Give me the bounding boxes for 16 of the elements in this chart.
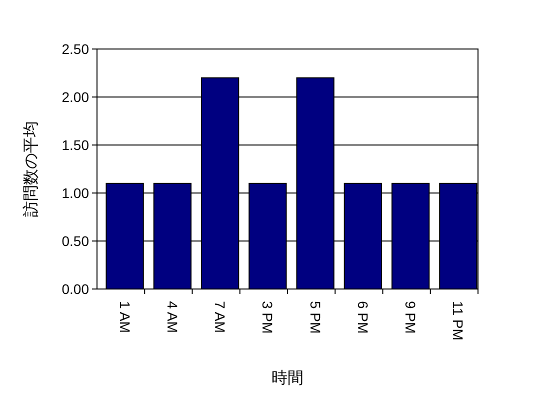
y-tick-label: 0.50 <box>62 233 90 249</box>
y-tick-label: 1.00 <box>62 185 90 201</box>
x-tick-label: 6 PM <box>354 301 371 334</box>
x-tick-label: 1 AM <box>116 301 133 333</box>
x-tick-label: 7 AM <box>212 301 228 333</box>
x-tick-label: 3 PM <box>260 301 276 334</box>
y-axis-title: 訪問数の平均 <box>22 121 40 217</box>
x-tick-label: 5 PM <box>307 301 324 334</box>
x-tick-label: 9 PM <box>402 301 419 334</box>
x-tick-label: 4 AM <box>164 301 180 333</box>
y-tick-label: 2.50 <box>62 41 90 57</box>
y-tick-label: 2.00 <box>62 89 90 105</box>
y-tick-label: 1.50 <box>62 137 90 153</box>
x-axis-title: 時間 <box>272 369 304 387</box>
x-tick-label: 11 PM <box>450 301 466 340</box>
y-tick-label: 0.00 <box>62 281 90 297</box>
